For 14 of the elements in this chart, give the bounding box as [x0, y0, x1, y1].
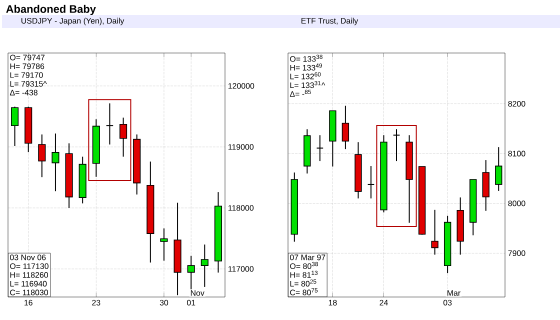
candlestick	[10, 106, 19, 147]
candlestick	[52, 133, 60, 192]
candlestick	[106, 102, 114, 145]
candlestick	[495, 146, 502, 192]
candlestick	[342, 105, 350, 150]
chart-title: Abandoned Baby	[6, 4, 96, 16]
candlestick	[431, 209, 438, 256]
candlestick	[119, 117, 128, 158]
candlestick	[316, 134, 324, 162]
candlestick	[200, 244, 208, 288]
candlestick	[367, 166, 375, 199]
candlestick	[38, 134, 46, 178]
candlestick	[392, 128, 400, 162]
candlestick	[160, 228, 168, 262]
